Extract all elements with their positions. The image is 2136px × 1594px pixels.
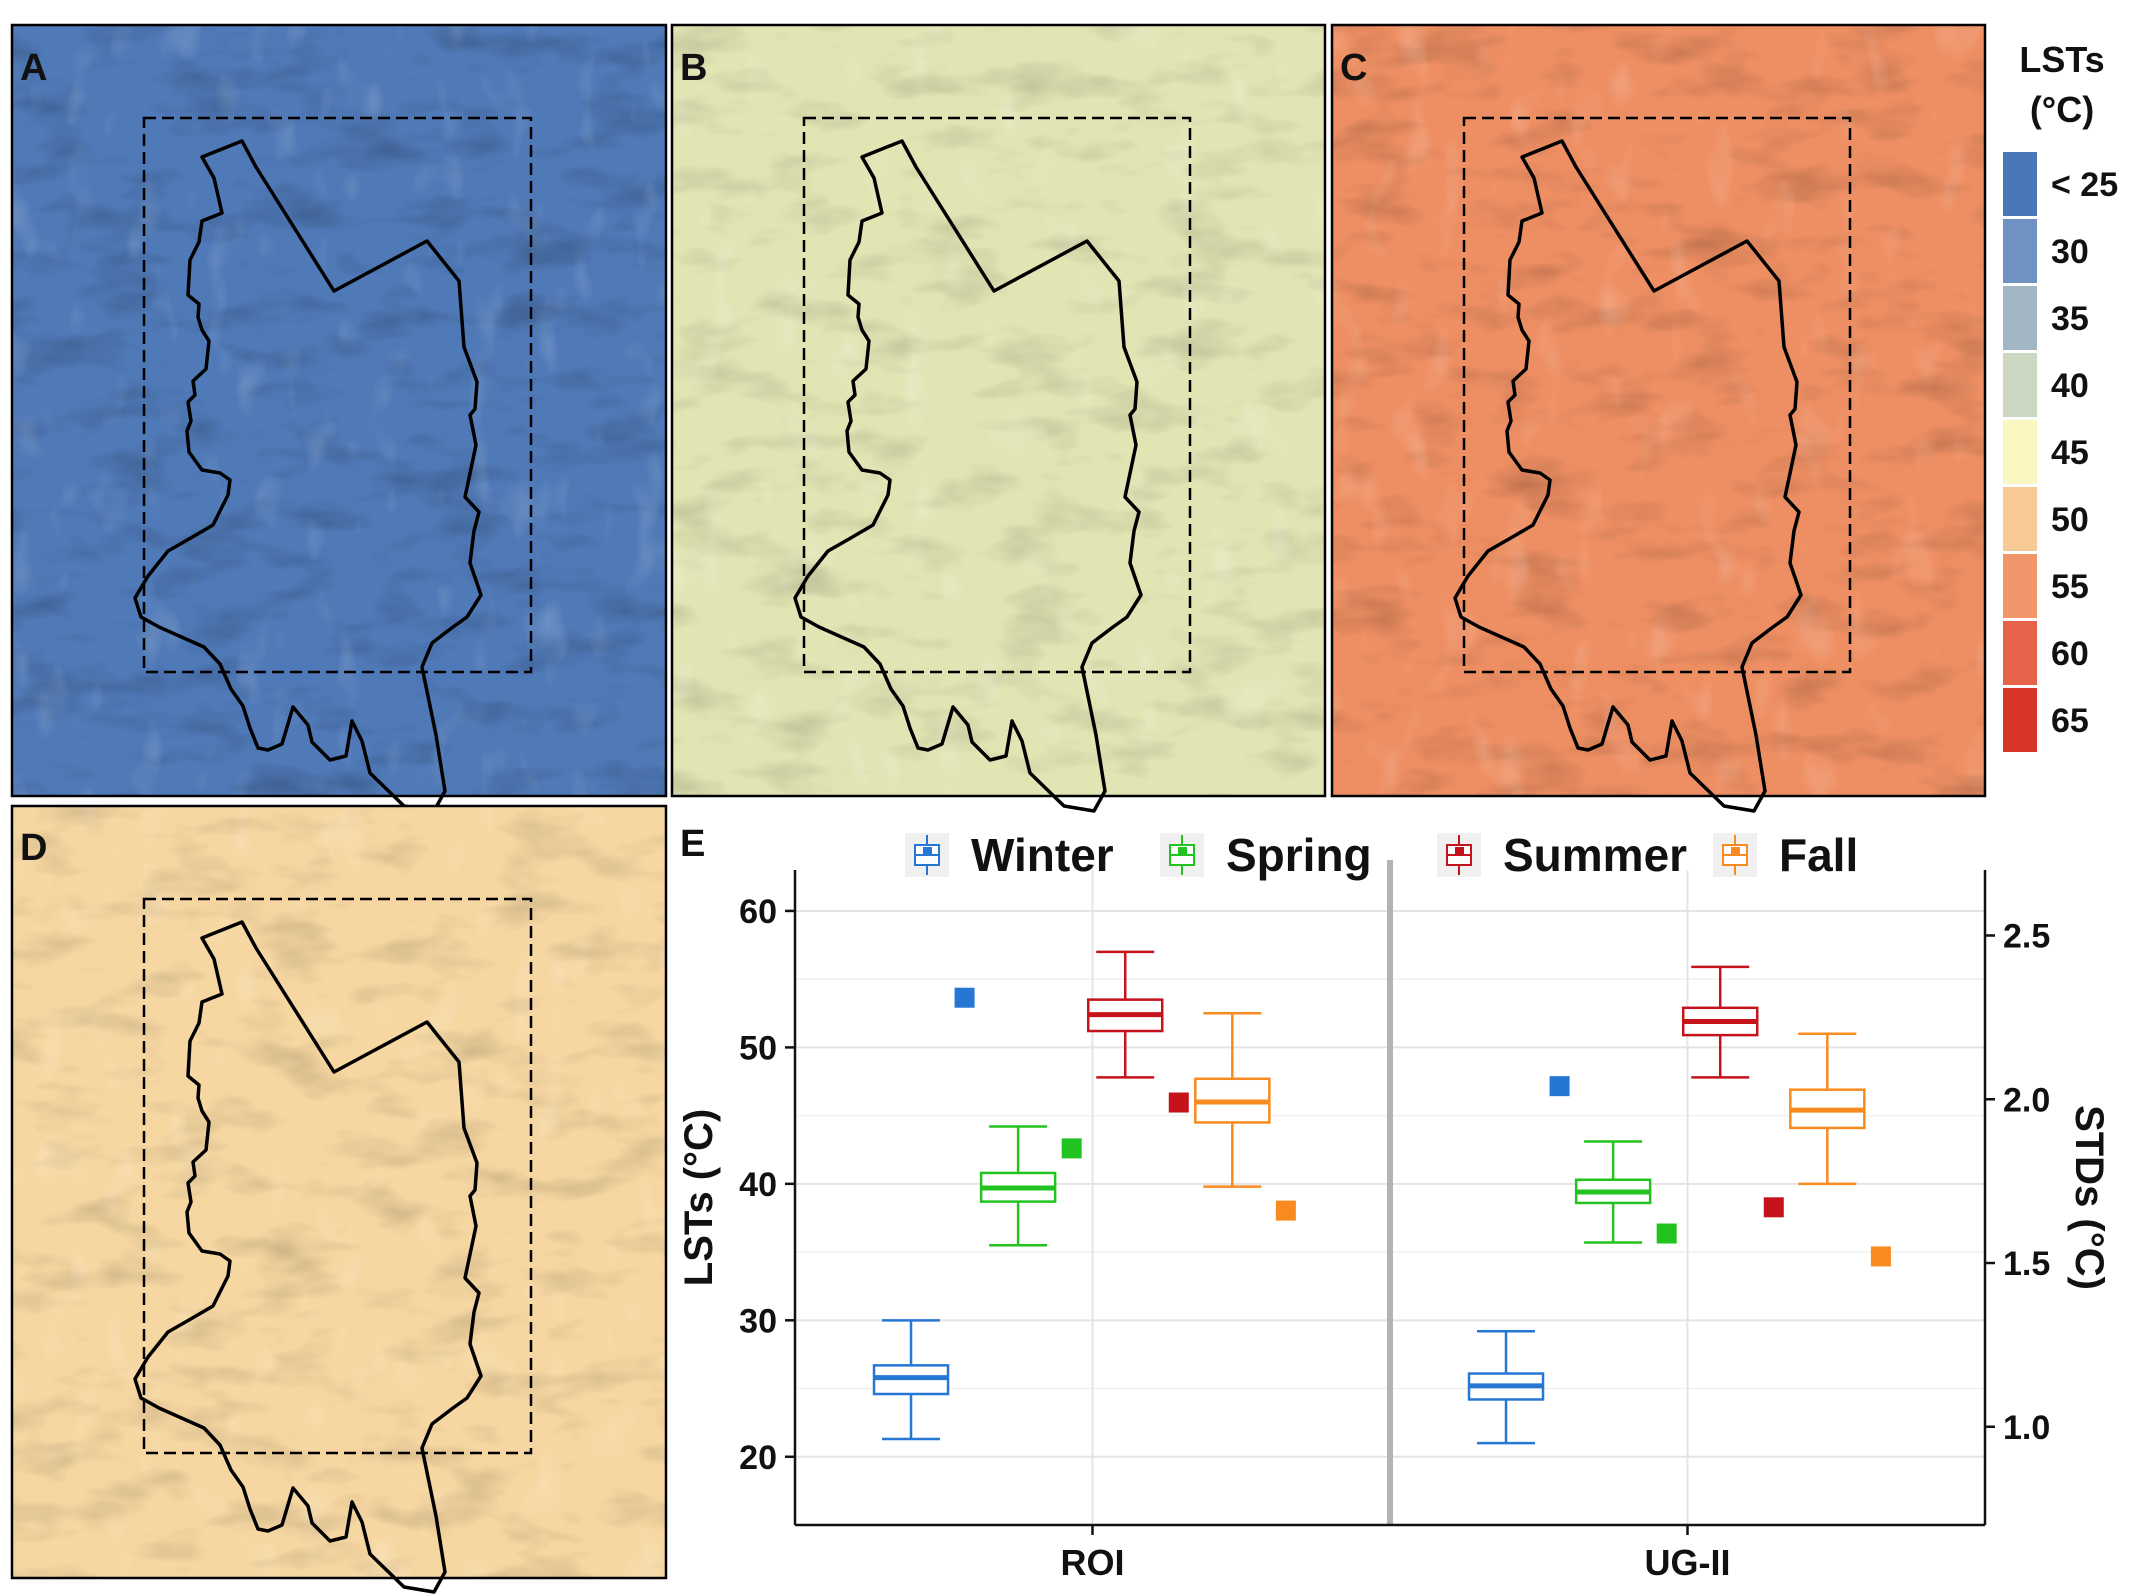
- map-texture-light: [12, 25, 666, 796]
- y-tick-label-right: 2.0: [2003, 1081, 2050, 1119]
- colorbar-title-line1: LSTs: [2019, 39, 2104, 80]
- colorbar-label: 50: [2051, 501, 2089, 539]
- legend-key-point: [1178, 847, 1187, 856]
- panel-letter-a: A: [20, 47, 47, 89]
- map-panel-b: B: [670, 23, 1327, 813]
- std-point: [954, 987, 975, 1008]
- std-point: [1763, 1197, 1784, 1218]
- roi-dashed-box: [142, 116, 533, 674]
- map-texture-light: [672, 25, 1325, 796]
- y-tick-label-right: 2.5: [2003, 918, 2050, 956]
- panel-letter-e: E: [680, 823, 705, 865]
- legend-label: Winter: [971, 829, 1114, 881]
- colorbar-label: 35: [2051, 300, 2089, 338]
- colorbar-items: < 25 30 35 40 45 50 55 60 65: [2003, 152, 2118, 752]
- std-point: [1275, 1200, 1296, 1221]
- chart-boxes: [872, 950, 1891, 1445]
- colorbar-label: 30: [2051, 233, 2089, 271]
- colorbar-swatch: [2003, 353, 2037, 417]
- colorbar-swatch: [2003, 688, 2037, 752]
- y-axis-label-right: STDs (°C): [2067, 1105, 2111, 1290]
- legend-label: Summer: [1503, 829, 1687, 881]
- map-panel-a: A: [10, 23, 668, 813]
- roi-dashed-box: [142, 897, 533, 1455]
- legend-label: Spring: [1226, 829, 1372, 881]
- x-tick-label: UG-II: [1645, 1542, 1731, 1583]
- legend-key-point: [1731, 847, 1740, 856]
- std-point: [1061, 1138, 1082, 1159]
- std-point: [1656, 1223, 1677, 1244]
- colorbar-label: 40: [2051, 367, 2089, 405]
- colorbar-label: < 25: [2051, 166, 2118, 204]
- colorbar-swatch: [2003, 420, 2037, 484]
- y-tick-label-left: 40: [739, 1166, 777, 1204]
- map-panel-d: D: [10, 804, 668, 1594]
- colorbar-label: 60: [2051, 635, 2089, 673]
- map-frame: [10, 804, 668, 1580]
- colorbar-title-line2: (°C): [2030, 89, 2094, 130]
- y-tick-label-left: 60: [739, 893, 777, 931]
- colorbar-swatch: [2003, 554, 2037, 618]
- chart-legend: Winter Spring Summer Fall: [905, 829, 1858, 881]
- map-texture-light: [12, 806, 666, 1578]
- colorbar: LSTs (°C) < 25 30 35 40 45 50 55 60 65: [2003, 39, 2118, 752]
- y-tick-label-left: 20: [739, 1439, 777, 1477]
- colorbar-label: 55: [2051, 568, 2089, 606]
- colorbar-swatch: [2003, 621, 2037, 685]
- map-panel-c: C: [1330, 23, 1987, 813]
- std-point: [1168, 1092, 1189, 1113]
- map-frame: [1330, 23, 1987, 798]
- x-tick-label: ROI: [1060, 1542, 1124, 1583]
- y-tick-label-right: 1.5: [2003, 1245, 2050, 1283]
- map-frame: [670, 23, 1327, 798]
- y-tick-label-left: 30: [739, 1302, 777, 1340]
- colorbar-label: 65: [2051, 702, 2089, 740]
- map-frame: [10, 23, 668, 798]
- colorbar-swatch: [2003, 152, 2037, 216]
- std-point: [1870, 1246, 1891, 1267]
- colorbar-swatch: [2003, 219, 2037, 283]
- legend-label: Fall: [1779, 829, 1858, 881]
- panel-letter-d: D: [20, 827, 47, 869]
- legend-key-point: [923, 847, 932, 856]
- colorbar-swatch: [2003, 487, 2037, 551]
- colorbar-swatch: [2003, 286, 2037, 350]
- std-point: [1549, 1076, 1570, 1097]
- y-tick-label-right: 1.0: [2003, 1409, 2050, 1447]
- box-plot-panel-e: E 20 30 40 50 60 1.0 1.5 2.0 2.5 ROI UG-II Winter S…: [677, 823, 2111, 1583]
- y-axis-label-left: LSTs (°C): [677, 1109, 721, 1286]
- map-texture-light: [1332, 25, 1985, 796]
- colorbar-label: 45: [2051, 434, 2089, 472]
- panel-letter-c: C: [1340, 47, 1367, 89]
- y-tick-label-left: 50: [739, 1029, 777, 1067]
- roi-dashed-box: [1462, 116, 1852, 674]
- roi-dashed-box: [802, 116, 1192, 674]
- legend-key-point: [1455, 847, 1464, 856]
- panel-letter-b: B: [680, 47, 707, 89]
- chart-axes: 20 30 40 50 60 1.0 1.5 2.0 2.5 ROI UG-II: [739, 860, 2050, 1583]
